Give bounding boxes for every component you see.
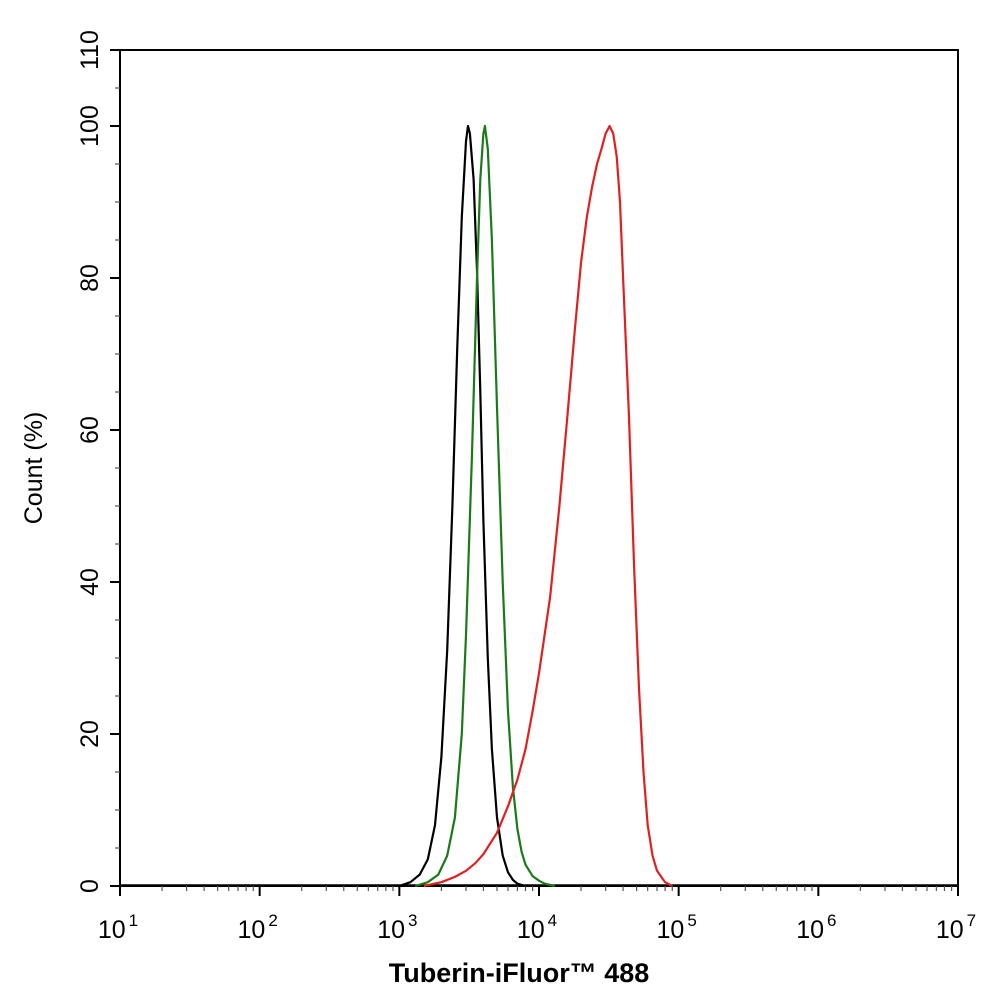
x-tick-label: 10 6: [796, 911, 836, 944]
x-tick-label: 10 3: [377, 911, 417, 944]
y-tick-label: 110: [76, 30, 104, 70]
series-layer: [120, 124, 958, 888]
y-tick-label: 60: [76, 416, 104, 444]
y-tick-label: 80: [76, 264, 104, 292]
x-axis-ticks: 10 1 10 2 10 3 10 4 10 5 10 6 10 7: [98, 886, 976, 944]
minor-ticks: [115, 87, 953, 891]
y-tick-label: 40: [76, 568, 104, 596]
y-axis-title: Count (%): [20, 412, 48, 525]
y-tick-label: 0: [76, 879, 104, 893]
plot-frame: [119, 49, 959, 887]
y-tick-label: 20: [76, 720, 104, 748]
series-line-3: [423, 124, 673, 888]
x-tick-label: 10 1: [98, 911, 138, 944]
series-line-1: [398, 124, 526, 888]
x-tick-label: 10 4: [517, 911, 557, 944]
x-axis-title: Tuberin-iFluor™ 488: [389, 958, 650, 988]
y-tick-label: 100: [76, 105, 104, 147]
series-line-2: [414, 124, 556, 888]
y-axis-ticks: 0 20 40 60 80 100 110: [76, 30, 120, 893]
x-tick-label: 10 7: [936, 911, 976, 944]
x-tick-label: 10 2: [238, 911, 278, 944]
x-tick-label: 10 5: [657, 911, 697, 944]
